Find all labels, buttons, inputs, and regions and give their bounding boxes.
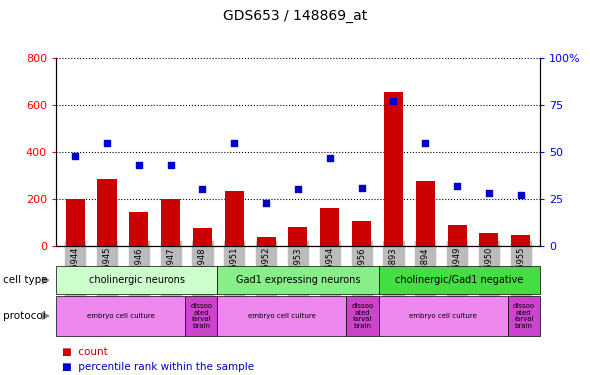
Point (389, 98, 398, 104)
Point (102, 140, 112, 146)
Bar (416, 181, 435, 246)
Bar (379, 296, 507, 336)
Point (357, 184, 366, 190)
Bar (479, 233, 499, 246)
Text: embryo cell culture: embryo cell culture (248, 313, 316, 319)
Bar (320, 208, 339, 246)
Text: protocol: protocol (3, 311, 45, 321)
Text: cell type: cell type (3, 275, 48, 285)
Bar (352, 221, 371, 246)
Bar (217, 266, 379, 294)
Bar (379, 266, 540, 294)
Bar (217, 296, 346, 336)
Text: cholinergic neurons: cholinergic neurons (88, 275, 185, 285)
Text: ■  count: ■ count (62, 348, 108, 357)
Bar (384, 92, 403, 246)
Point (261, 200, 271, 206)
Text: Gad1 expressing neurons: Gad1 expressing neurons (235, 275, 360, 285)
Bar (129, 211, 148, 246)
Bar (185, 296, 217, 336)
Text: dissoo
ated
larval
brain: dissoo ated larval brain (513, 303, 535, 328)
Bar (511, 235, 530, 246)
Text: dissoo
ated
larval
brain: dissoo ated larval brain (190, 303, 212, 328)
Point (198, 186, 207, 192)
Bar (65, 199, 85, 246)
Bar (257, 237, 276, 246)
Point (484, 190, 494, 196)
Text: ■  percentile rank within the sample: ■ percentile rank within the sample (62, 363, 254, 372)
Point (453, 183, 462, 189)
Point (421, 140, 430, 146)
Bar (161, 199, 180, 246)
Text: cholinergic/Gad1 negative: cholinergic/Gad1 negative (395, 275, 523, 285)
Text: embryo cell culture: embryo cell culture (409, 313, 477, 319)
Bar (225, 190, 244, 246)
Point (325, 154, 335, 160)
Point (293, 186, 303, 192)
Text: dissoo
ated
larval
brain: dissoo ated larval brain (352, 303, 373, 328)
Bar (507, 296, 540, 336)
Point (166, 162, 175, 168)
Bar (97, 179, 116, 246)
Point (230, 140, 239, 146)
Bar (193, 228, 212, 246)
Text: GDS653 / 148869_at: GDS653 / 148869_at (223, 9, 367, 23)
Text: embryo cell culture: embryo cell culture (87, 313, 155, 319)
Bar (56, 296, 185, 336)
Bar (346, 296, 379, 336)
Point (70, 153, 80, 159)
Point (134, 162, 143, 168)
Bar (448, 225, 467, 246)
Point (516, 192, 526, 198)
Bar (56, 266, 217, 294)
Bar (289, 227, 307, 246)
